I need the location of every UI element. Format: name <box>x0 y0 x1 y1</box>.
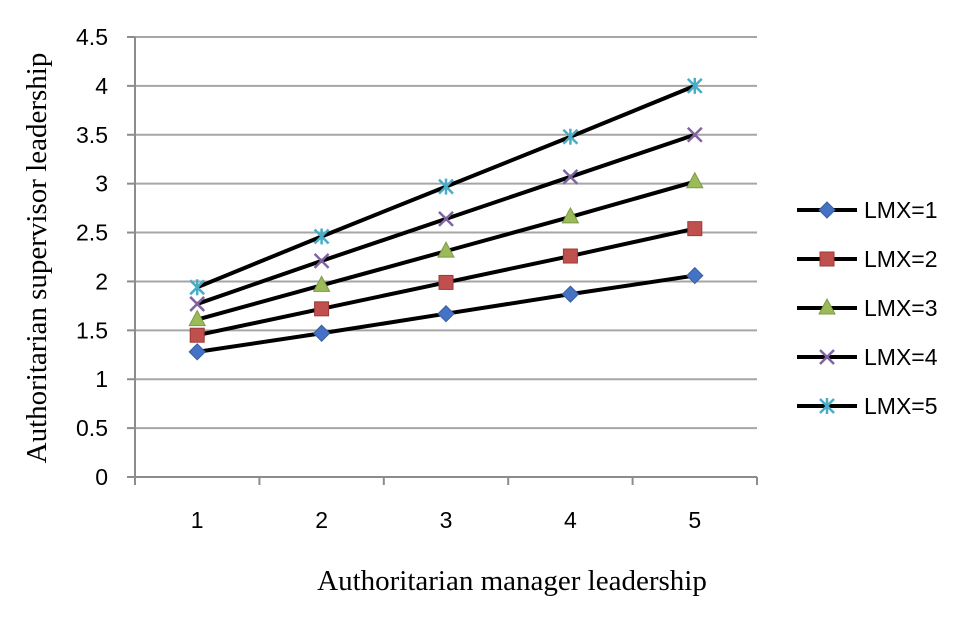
legend-label: LMX=5 <box>864 393 938 419</box>
legend-label: LMX=1 <box>864 197 938 223</box>
legend-item: LMX=1 <box>797 197 938 223</box>
y-axis-title: Authoritarian supervisor leadership <box>21 53 53 464</box>
y-tick-label: 1 <box>95 366 108 392</box>
y-tick-label: 2.5 <box>76 220 108 246</box>
legend-item: LMX=4 <box>797 344 938 370</box>
x-tick-label: 3 <box>440 507 453 533</box>
legend-label: LMX=4 <box>864 344 938 370</box>
axes <box>134 37 758 485</box>
data-point-lmx4 <box>189 296 206 312</box>
legend-item: LMX=5 <box>797 393 938 419</box>
series-layer <box>188 77 704 361</box>
data-point-lmx3 <box>685 171 704 189</box>
data-point-lmx3 <box>312 275 331 292</box>
x-axis-title: Authoritarian manager leadership <box>317 565 707 597</box>
data-point-lmx2 <box>189 327 205 343</box>
data-point-lmx5 <box>189 279 206 296</box>
legend: LMX=1 LMX=2 LMX=3 LMX=4 LMX=5 <box>797 197 938 419</box>
data-point-lmx4 <box>438 210 454 227</box>
y-tick-label: 2 <box>95 268 108 294</box>
data-point-lmx2 <box>562 248 578 264</box>
data-point-lmx1 <box>561 285 580 303</box>
data-point-lmx3 <box>188 309 207 327</box>
legend-marker <box>819 251 835 267</box>
data-point-lmx4 <box>562 168 579 185</box>
legend-item: LMX=2 <box>797 246 938 272</box>
data-point-lmx5 <box>562 128 579 145</box>
legend-label: LMX=3 <box>864 295 938 321</box>
data-point-lmx3 <box>437 241 455 258</box>
y-tick-label: 3 <box>95 171 108 197</box>
y-tick-label: 0 <box>95 464 108 490</box>
data-point-lmx5 <box>686 77 703 94</box>
data-point-lmx4 <box>686 126 703 143</box>
y-tick-labels: 0 0.5 1 1.5 2 2.5 3 3.5 4 4.5 <box>76 24 108 490</box>
data-point-lmx1 <box>188 343 206 361</box>
x-tick-label: 4 <box>564 507 577 533</box>
legend-label: LMX=2 <box>864 246 938 272</box>
y-tick-label: 4 <box>95 73 108 99</box>
data-point-lmx5 <box>313 228 330 245</box>
data-point-lmx3 <box>561 206 580 224</box>
data-point-lmx2 <box>314 301 330 317</box>
x-tick-labels: 1 2 3 4 5 <box>191 507 701 533</box>
x-tick-label: 1 <box>191 507 204 533</box>
data-point-lmx1 <box>312 324 331 342</box>
data-point-lmx2 <box>687 221 703 237</box>
y-tick-label: 0.5 <box>76 415 108 441</box>
legend-marker <box>819 349 835 365</box>
y-tick-label: 4.5 <box>76 24 108 50</box>
data-point-lmx1 <box>686 266 704 285</box>
legend-item: LMX=3 <box>797 295 938 321</box>
y-tick-label: 1.5 <box>76 317 108 343</box>
data-point-lmx5 <box>438 178 454 195</box>
y-tick-label: 3.5 <box>76 122 108 148</box>
legend-marker <box>819 398 835 414</box>
data-point-lmx1 <box>437 305 455 323</box>
legend-marker <box>818 297 836 315</box>
gridlines <box>127 36 757 478</box>
x-tick-label: 5 <box>688 507 701 533</box>
x-tick-label: 2 <box>315 507 328 533</box>
data-point-lmx4 <box>313 253 330 269</box>
legend-marker <box>818 201 836 219</box>
data-point-lmx2 <box>438 274 454 290</box>
